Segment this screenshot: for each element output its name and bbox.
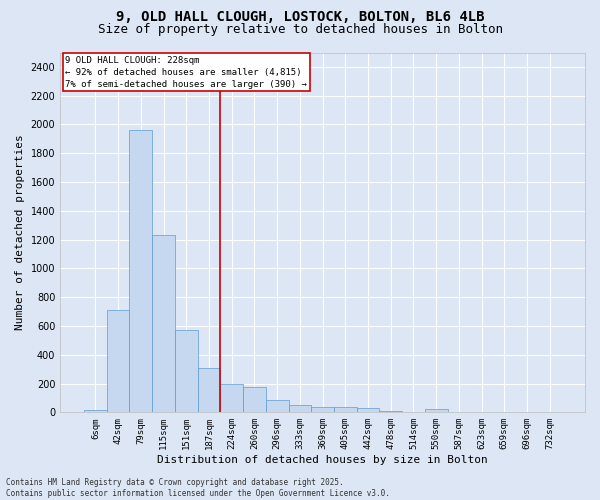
Bar — [175, 330, 197, 412]
Bar — [356, 408, 379, 412]
X-axis label: Distribution of detached houses by size in Bolton: Distribution of detached houses by size … — [157, 455, 488, 465]
Bar — [243, 387, 266, 412]
Text: Size of property relative to detached houses in Bolton: Size of property relative to detached ho… — [97, 22, 503, 36]
Text: 9, OLD HALL CLOUGH, LOSTOCK, BOLTON, BL6 4LB: 9, OLD HALL CLOUGH, LOSTOCK, BOLTON, BL6… — [116, 10, 484, 24]
Bar — [425, 410, 448, 412]
Bar — [197, 368, 220, 412]
Bar — [220, 384, 243, 412]
Bar — [334, 408, 356, 412]
Bar — [289, 405, 311, 412]
Text: 9 OLD HALL CLOUGH: 228sqm
← 92% of detached houses are smaller (4,815)
7% of sem: 9 OLD HALL CLOUGH: 228sqm ← 92% of detac… — [65, 56, 307, 88]
Bar — [152, 234, 175, 412]
Text: Contains HM Land Registry data © Crown copyright and database right 2025.
Contai: Contains HM Land Registry data © Crown c… — [6, 478, 390, 498]
Bar — [266, 400, 289, 412]
Y-axis label: Number of detached properties: Number of detached properties — [15, 134, 25, 330]
Bar — [379, 411, 402, 412]
Bar — [107, 310, 130, 412]
Bar — [311, 406, 334, 412]
Bar — [84, 410, 107, 412]
Bar — [130, 130, 152, 412]
